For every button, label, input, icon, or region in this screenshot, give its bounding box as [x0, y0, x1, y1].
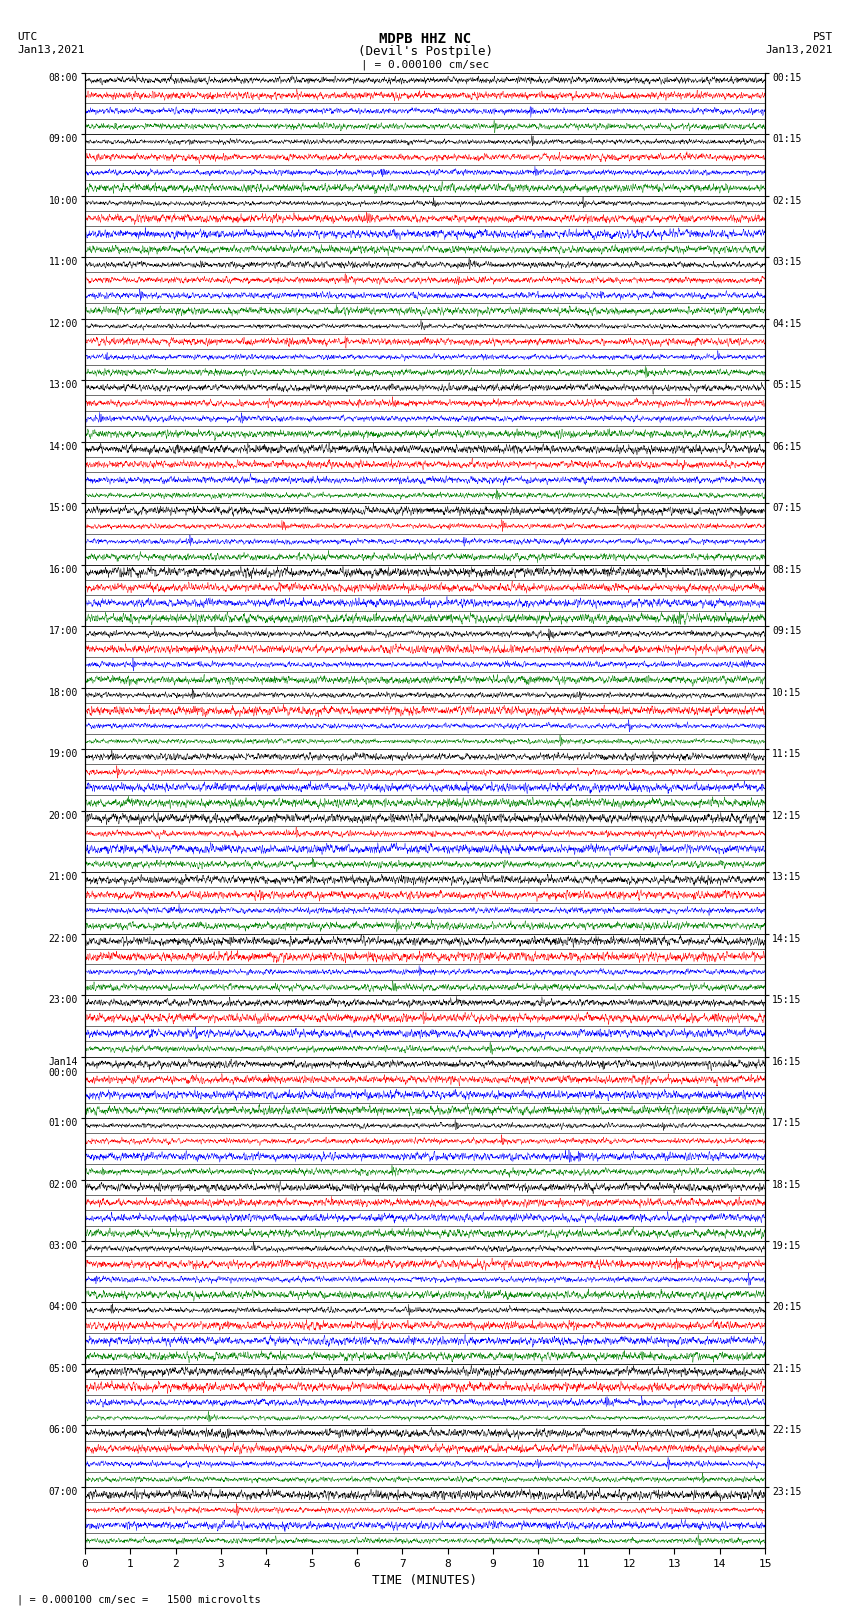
Text: | = 0.000100 cm/sec =   1500 microvolts: | = 0.000100 cm/sec = 1500 microvolts — [17, 1594, 261, 1605]
Text: Jan13,2021: Jan13,2021 — [766, 45, 833, 55]
Text: | = 0.000100 cm/sec: | = 0.000100 cm/sec — [361, 60, 489, 71]
Text: UTC: UTC — [17, 32, 37, 42]
Text: Jan13,2021: Jan13,2021 — [17, 45, 84, 55]
X-axis label: TIME (MINUTES): TIME (MINUTES) — [372, 1574, 478, 1587]
Text: PST: PST — [813, 32, 833, 42]
Text: (Devil's Postpile): (Devil's Postpile) — [358, 45, 492, 58]
Text: MDPB HHZ NC: MDPB HHZ NC — [379, 32, 471, 47]
